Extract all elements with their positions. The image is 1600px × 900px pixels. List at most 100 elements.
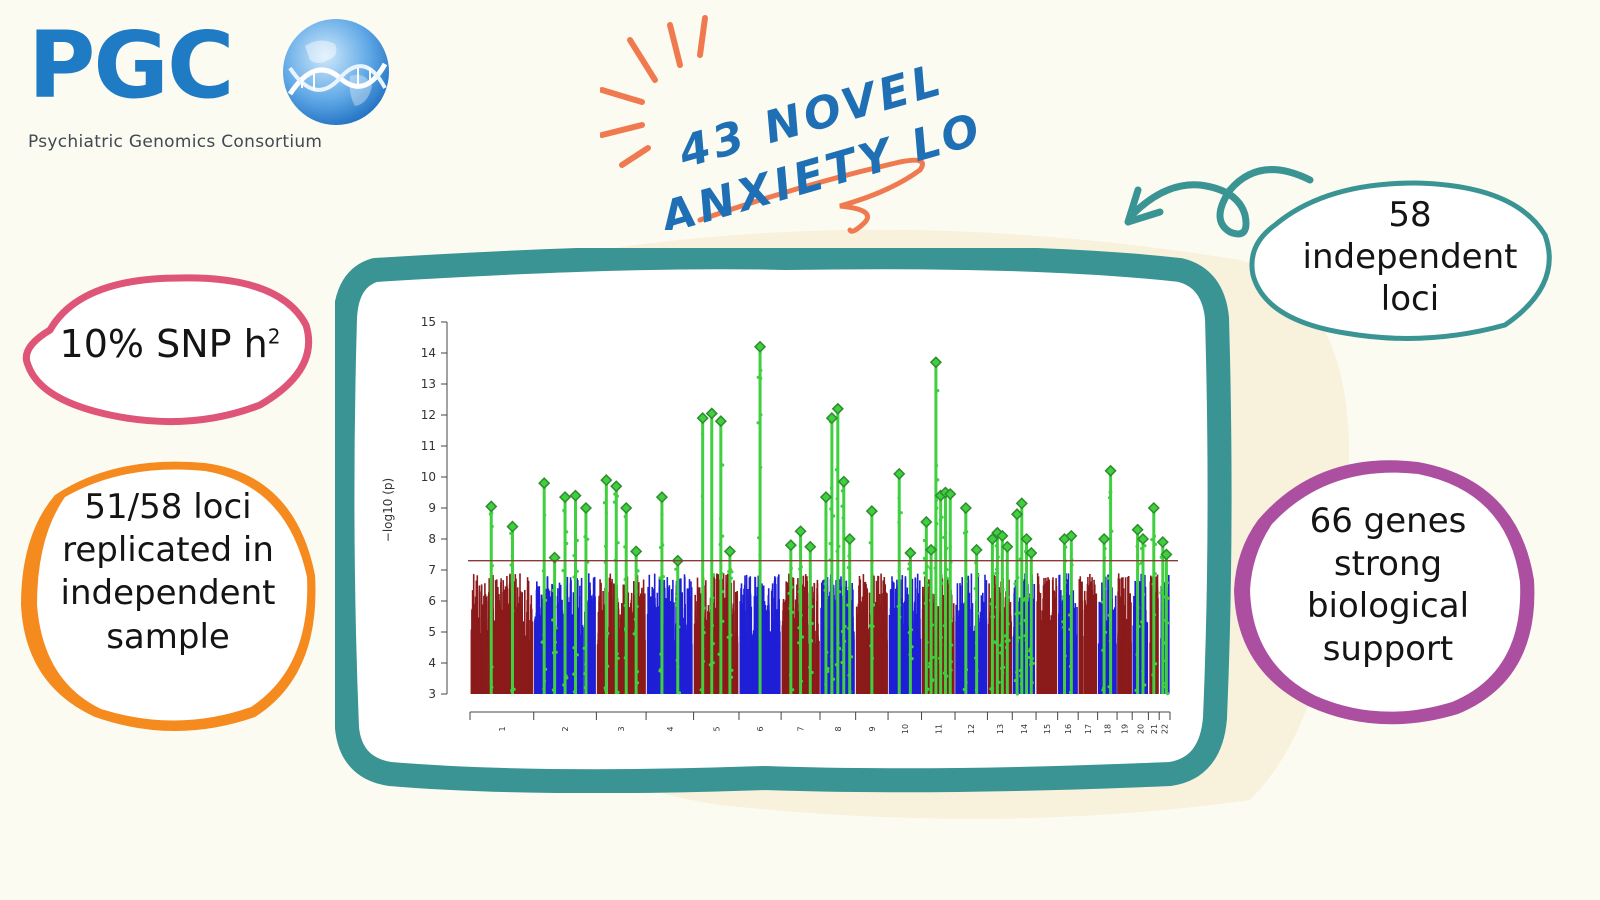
locus-snp-point [1107, 613, 1111, 617]
locus-snp-point [799, 613, 803, 618]
locus-snp-point [1030, 657, 1034, 661]
lead-snp-marker [944, 487, 957, 501]
lead-snp-marker [1065, 529, 1078, 542]
locus-snp-point [1006, 622, 1010, 626]
locus-snp-point [1164, 659, 1168, 663]
locus-snp-point [710, 599, 714, 603]
locus-snp-point [809, 639, 814, 643]
locus-snp-point [927, 665, 931, 669]
locus-snp-point [1162, 685, 1166, 689]
locus-snp-point [942, 671, 947, 675]
locus-snp-point [789, 603, 793, 607]
locus-snp-point [758, 553, 762, 558]
locus-snp-point [1024, 654, 1028, 659]
locus-snp-point [797, 641, 801, 645]
locus-snp-point [935, 506, 939, 510]
locus-snp-point [1163, 595, 1167, 599]
locus-snp-point [797, 626, 801, 630]
locus-snp-point [1023, 597, 1027, 601]
locus-snp-point [1014, 612, 1018, 616]
locus-snp-point [701, 625, 705, 629]
locus-snp-point [1103, 547, 1107, 551]
chromosome-tick-label: 12 [967, 724, 976, 734]
locus-snp-point [490, 685, 494, 689]
locus-snp-point [989, 602, 993, 606]
lead-snp-marker [559, 491, 572, 504]
locus-snp-point [1017, 636, 1021, 640]
y-axis-label: −log10 (p) [381, 478, 395, 542]
locus-snp-point [869, 609, 873, 613]
locus-snp-point [572, 690, 577, 694]
lead-snp-marker [714, 415, 727, 428]
locus-snp-point [509, 531, 513, 536]
locus-snp-point [1031, 661, 1035, 665]
locus-snp-point [964, 680, 968, 685]
locus-snp-point [1029, 662, 1033, 667]
locus-snp-point [810, 605, 814, 609]
locus-snp-point [994, 544, 998, 548]
locus-snp-point [907, 631, 911, 635]
locus-snp-point [997, 680, 1001, 684]
locus-snp-point [489, 679, 493, 684]
locus-snp-point [1023, 634, 1027, 638]
locus-snp-point [675, 658, 679, 662]
independent-loci-text: 58 independent loci [1302, 195, 1518, 320]
locus-snp-point [586, 537, 590, 541]
locus-snp-point [995, 567, 999, 572]
locus-snp-point [542, 633, 546, 637]
locus-snp-point [824, 513, 828, 517]
locus-snp-point [834, 468, 839, 472]
locus-snp-point [677, 691, 682, 695]
lead-snp-marker [804, 540, 817, 553]
locus-snp-point [922, 556, 927, 561]
locus-snp-point [720, 572, 724, 576]
locus-snp-point [1018, 669, 1023, 673]
lead-snp-marker [819, 491, 833, 504]
curly-arrow-icon [1124, 166, 1314, 238]
locus-snp-point [936, 389, 940, 393]
locus-snp-point [551, 618, 555, 622]
locus-snp-point [730, 570, 734, 574]
locus-snp-point [838, 590, 842, 594]
locus-snp-point [606, 664, 610, 668]
y-tick-label: 8 [428, 532, 436, 546]
locus-snp-point [942, 535, 946, 540]
lead-snp-marker [920, 515, 933, 529]
lead-snp-marker [506, 520, 519, 533]
locus-snp-point [1001, 587, 1005, 592]
lead-snp-marker [904, 546, 917, 560]
locus-snp-point [843, 639, 847, 643]
locus-snp-point [1004, 645, 1009, 650]
locus-snp-point [939, 621, 943, 625]
y-tick-label: 11 [421, 439, 436, 453]
locus-snp-point [583, 672, 587, 676]
locus-snp-point [926, 687, 930, 691]
lead-snp-marker [620, 501, 633, 515]
locus-snp-point [949, 560, 953, 564]
locus-snp-point [659, 667, 663, 672]
lead-snp-marker [538, 477, 551, 490]
locus-snp-point [1005, 662, 1009, 666]
locus-snp-point [1152, 534, 1156, 538]
locus-snp-point [624, 628, 628, 632]
locus-snp-point [975, 669, 979, 673]
locus-snp-point [841, 648, 845, 652]
locus-snp-point [562, 683, 566, 687]
y-tick-label: 14 [421, 346, 436, 360]
locus-snp-point [710, 624, 715, 628]
locus-snp-point [928, 661, 932, 666]
locus-snp-point [926, 583, 930, 587]
locus-snp-point [709, 606, 713, 610]
locus-snp-point [721, 534, 725, 538]
locus-snp-point [964, 668, 969, 672]
locus-snp-point [726, 635, 730, 639]
locus-snp-point [1068, 627, 1072, 632]
locus-snp-point [756, 421, 760, 425]
locus-snp-point [1162, 618, 1166, 623]
locus-snp-point [730, 668, 734, 672]
locus-snp-point [708, 663, 712, 667]
lead-snp-marker [579, 501, 593, 515]
locus-snp-point [1159, 585, 1164, 589]
genes-text: 66 genes strong biological support [1306, 501, 1470, 669]
locus-snp-point [1161, 599, 1165, 604]
